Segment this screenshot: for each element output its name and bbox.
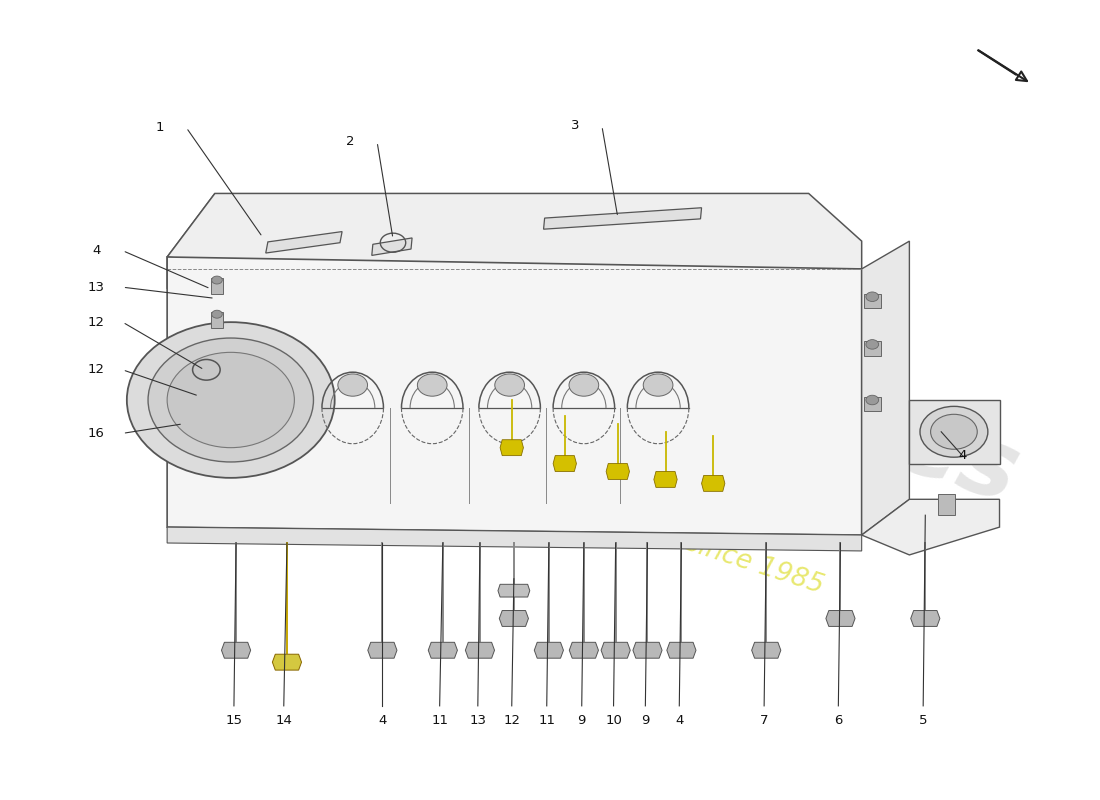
Polygon shape xyxy=(500,440,524,456)
Circle shape xyxy=(148,338,314,462)
Text: 12: 12 xyxy=(88,363,104,376)
Circle shape xyxy=(866,395,879,405)
Text: 4: 4 xyxy=(92,244,100,257)
Circle shape xyxy=(866,292,879,302)
Polygon shape xyxy=(465,642,495,658)
Polygon shape xyxy=(864,397,881,411)
Text: 12: 12 xyxy=(88,316,104,329)
Polygon shape xyxy=(221,642,251,658)
Text: 4: 4 xyxy=(378,714,386,726)
Text: 5: 5 xyxy=(918,714,927,726)
Polygon shape xyxy=(667,642,696,658)
Polygon shape xyxy=(367,642,397,658)
Polygon shape xyxy=(702,475,725,491)
Circle shape xyxy=(126,322,334,478)
Text: 12: 12 xyxy=(504,714,520,726)
Polygon shape xyxy=(543,208,702,229)
Text: 4: 4 xyxy=(958,449,967,462)
Circle shape xyxy=(338,374,367,396)
Text: 11: 11 xyxy=(431,714,448,726)
Text: 16: 16 xyxy=(88,427,104,440)
Circle shape xyxy=(167,352,295,448)
Polygon shape xyxy=(826,610,855,626)
Polygon shape xyxy=(266,231,342,253)
Polygon shape xyxy=(570,642,598,658)
Polygon shape xyxy=(601,642,630,658)
Polygon shape xyxy=(498,584,530,597)
Circle shape xyxy=(920,406,988,457)
Text: 6: 6 xyxy=(834,714,843,726)
Text: 2: 2 xyxy=(346,135,355,148)
Polygon shape xyxy=(167,194,214,289)
Circle shape xyxy=(211,310,222,318)
Circle shape xyxy=(569,374,598,396)
Polygon shape xyxy=(632,642,662,658)
Polygon shape xyxy=(273,654,301,670)
Polygon shape xyxy=(499,610,528,626)
Polygon shape xyxy=(535,642,563,658)
Polygon shape xyxy=(751,642,781,658)
Circle shape xyxy=(644,374,673,396)
Polygon shape xyxy=(210,278,223,294)
Polygon shape xyxy=(861,241,910,535)
Circle shape xyxy=(417,374,447,396)
Text: a passion for cars since 1985: a passion for cars since 1985 xyxy=(451,455,826,599)
Polygon shape xyxy=(938,494,955,515)
Polygon shape xyxy=(428,642,458,658)
Polygon shape xyxy=(864,294,881,308)
Text: 9: 9 xyxy=(641,714,649,726)
Text: 3: 3 xyxy=(571,119,580,133)
Polygon shape xyxy=(372,238,412,255)
Text: 13: 13 xyxy=(88,281,104,294)
Text: 1: 1 xyxy=(155,121,164,134)
Circle shape xyxy=(495,374,525,396)
Text: 14: 14 xyxy=(275,714,293,726)
Text: 15: 15 xyxy=(226,714,242,726)
Text: 7: 7 xyxy=(760,714,769,726)
Polygon shape xyxy=(210,312,223,328)
Circle shape xyxy=(211,276,222,284)
Polygon shape xyxy=(911,610,939,626)
Text: 9: 9 xyxy=(578,714,586,726)
Text: 4: 4 xyxy=(675,714,683,726)
Polygon shape xyxy=(653,471,678,487)
Polygon shape xyxy=(167,527,861,551)
Text: 11: 11 xyxy=(538,714,556,726)
Text: 13: 13 xyxy=(470,714,486,726)
Text: eurospares: eurospares xyxy=(417,245,1031,523)
Circle shape xyxy=(866,340,879,349)
Polygon shape xyxy=(167,257,861,535)
Polygon shape xyxy=(553,456,576,471)
Polygon shape xyxy=(864,342,881,355)
Polygon shape xyxy=(861,499,1000,555)
Polygon shape xyxy=(910,400,1000,463)
Circle shape xyxy=(931,414,977,450)
Text: 10: 10 xyxy=(605,714,621,726)
Polygon shape xyxy=(167,194,861,269)
Polygon shape xyxy=(606,463,629,479)
